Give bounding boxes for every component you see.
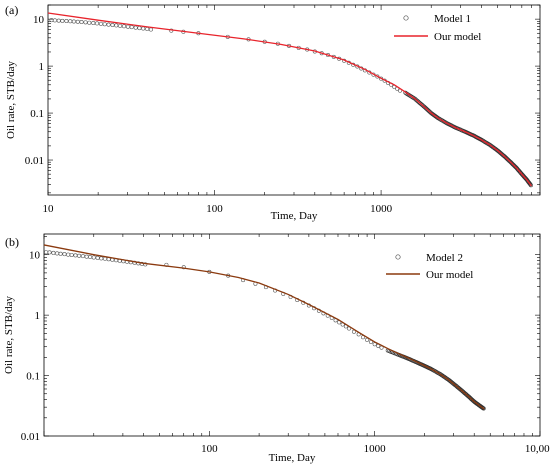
y-tick-label: 1 — [35, 310, 41, 322]
legend: Model 1 Our model — [394, 13, 481, 43]
x-axis-label: Time, Day — [271, 210, 318, 222]
data-point — [73, 253, 78, 258]
panel-label: (a) — [5, 3, 18, 17]
plot-frame — [43, 233, 541, 437]
data-point — [145, 27, 150, 32]
data-point — [181, 265, 186, 270]
data-point — [137, 26, 142, 31]
x-tick-label: 1000 — [364, 443, 387, 455]
data-point — [66, 252, 71, 257]
y-tick-label: 0.1 — [30, 108, 44, 120]
data-point — [114, 23, 119, 28]
y-axis-label: Oil rate, STB/day — [5, 61, 17, 139]
legend-label: Our model — [434, 31, 481, 43]
x-tick-label: 1000 — [370, 203, 393, 215]
y-tick-label: 10 — [29, 250, 41, 262]
data-point — [365, 337, 370, 342]
data-point — [58, 251, 63, 256]
data-point — [56, 18, 61, 23]
data-point — [60, 18, 65, 23]
x-tick-label: 10,000 — [525, 443, 550, 455]
data-point — [103, 256, 108, 261]
data-point — [102, 22, 107, 27]
data-point — [435, 115, 440, 120]
y-tick-label: 0.01 — [21, 431, 40, 443]
chart-panel-a: 10 100 1000 10 1 0.1 0.01 Time, Day Oil rate, ST… — [5, 3, 541, 222]
x-tick-label: 10 — [43, 203, 55, 215]
legend-label: Model 2 — [426, 252, 463, 264]
x-tick-label: 100 — [201, 443, 218, 455]
data-point — [481, 406, 486, 411]
data-point — [80, 254, 85, 259]
data-point — [110, 23, 115, 28]
data-point — [122, 24, 127, 29]
legend-label: Our model — [426, 269, 473, 281]
data-point — [52, 18, 57, 23]
data-point — [148, 27, 153, 32]
data-point — [141, 26, 146, 31]
data-point — [75, 19, 80, 24]
series-line-our-model — [43, 244, 485, 410]
data-point — [77, 253, 82, 258]
data-point — [132, 260, 137, 265]
data-point — [84, 254, 89, 259]
y-tick-label: 0.01 — [25, 155, 44, 167]
data-point — [68, 19, 73, 24]
data-point — [69, 252, 74, 257]
data-point — [480, 405, 485, 410]
data-point — [79, 19, 84, 24]
legend: Model 2 Our model — [386, 252, 473, 281]
y-tick-label: 0.1 — [26, 371, 40, 383]
data-point — [528, 182, 533, 187]
data-point — [55, 251, 60, 256]
data-point — [83, 20, 88, 25]
y-tick-label: 10 — [33, 14, 45, 26]
x-axis-label: Time, Day — [269, 452, 316, 464]
x-tick-label: 100 — [206, 203, 223, 215]
data-point — [106, 22, 111, 27]
data-point — [133, 25, 138, 30]
data-point — [95, 255, 100, 260]
data-point — [47, 250, 52, 255]
y-tick-label: 1 — [39, 61, 45, 73]
data-point — [44, 250, 49, 255]
data-point — [71, 19, 76, 24]
data-point — [62, 252, 67, 257]
data-point — [528, 183, 533, 188]
data-point — [125, 24, 130, 29]
data-point — [129, 25, 134, 30]
data-point — [98, 21, 103, 26]
data-point — [143, 262, 148, 267]
y-axis-label: Oil rate, STB/day — [3, 296, 15, 374]
data-point — [88, 255, 93, 260]
data-point — [481, 406, 486, 411]
data-point — [51, 250, 56, 255]
legend-marker — [403, 15, 409, 21]
panel-label: (b) — [5, 235, 19, 249]
legend-label: Model 1 — [434, 13, 471, 25]
series-line-our-model — [47, 12, 533, 187]
data-point — [91, 21, 96, 26]
data-point — [64, 19, 69, 24]
chart-panel-b: 100 1000 10,000 10 1 0.1 0.01 Time, Day Oil rate… — [3, 233, 550, 464]
data-point — [95, 21, 100, 26]
data-point — [99, 256, 104, 261]
legend-marker — [395, 254, 401, 260]
data-point — [87, 20, 92, 25]
data-point — [118, 23, 123, 28]
data-point — [91, 255, 96, 260]
